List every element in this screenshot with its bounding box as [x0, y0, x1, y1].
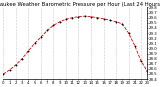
Title: Milwaukee Weather Barometric Pressure per Hour (Last 24 Hours): Milwaukee Weather Barometric Pressure pe…: [0, 2, 160, 7]
